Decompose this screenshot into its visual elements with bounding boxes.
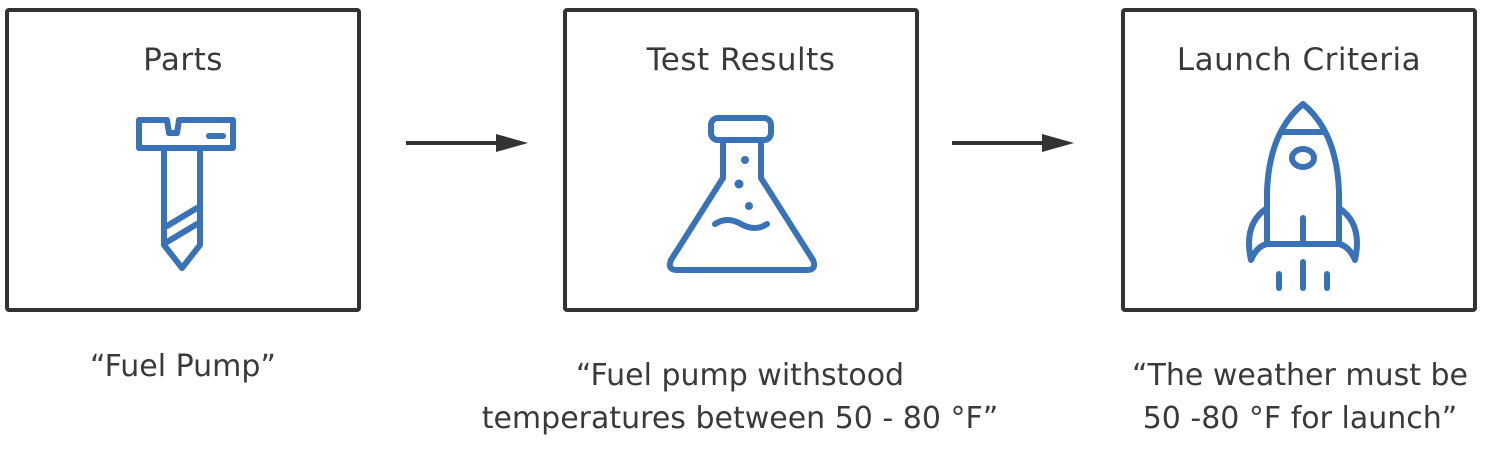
test-results-box: Test Results xyxy=(563,8,919,312)
test-results-caption: “Fuel pump withstood temperatures betwee… xyxy=(440,354,1040,440)
launch-criteria-title: Launch Criteria xyxy=(1176,42,1422,78)
rocket-icon xyxy=(1246,101,1360,291)
launch-criteria-caption-line: 50 -80 °F for launch” xyxy=(1142,401,1458,436)
launch-criteria-caption: “The weather must be 50 -80 °F for launc… xyxy=(1100,354,1486,440)
screw-icon xyxy=(136,117,236,271)
parts-box: Parts xyxy=(5,8,361,312)
launch-criteria-box: Launch Criteria xyxy=(1121,8,1477,312)
arrow-tests-to-launch xyxy=(952,134,1074,152)
parts-title: Parts xyxy=(143,42,223,78)
parts-caption: “Fuel Pump” xyxy=(5,345,361,388)
test-results-caption-line: temperatures between 50 - 80 °F” xyxy=(481,401,999,436)
test-results-title: Test Results xyxy=(646,42,836,78)
arrow-parts-to-tests xyxy=(406,134,528,152)
flask-icon xyxy=(666,115,818,273)
test-results-caption-line: “Fuel pump withstood xyxy=(575,358,905,393)
parts-caption-line: “Fuel Pump” xyxy=(90,349,276,384)
launch-criteria-caption-line: “The weather must be xyxy=(1131,358,1469,393)
